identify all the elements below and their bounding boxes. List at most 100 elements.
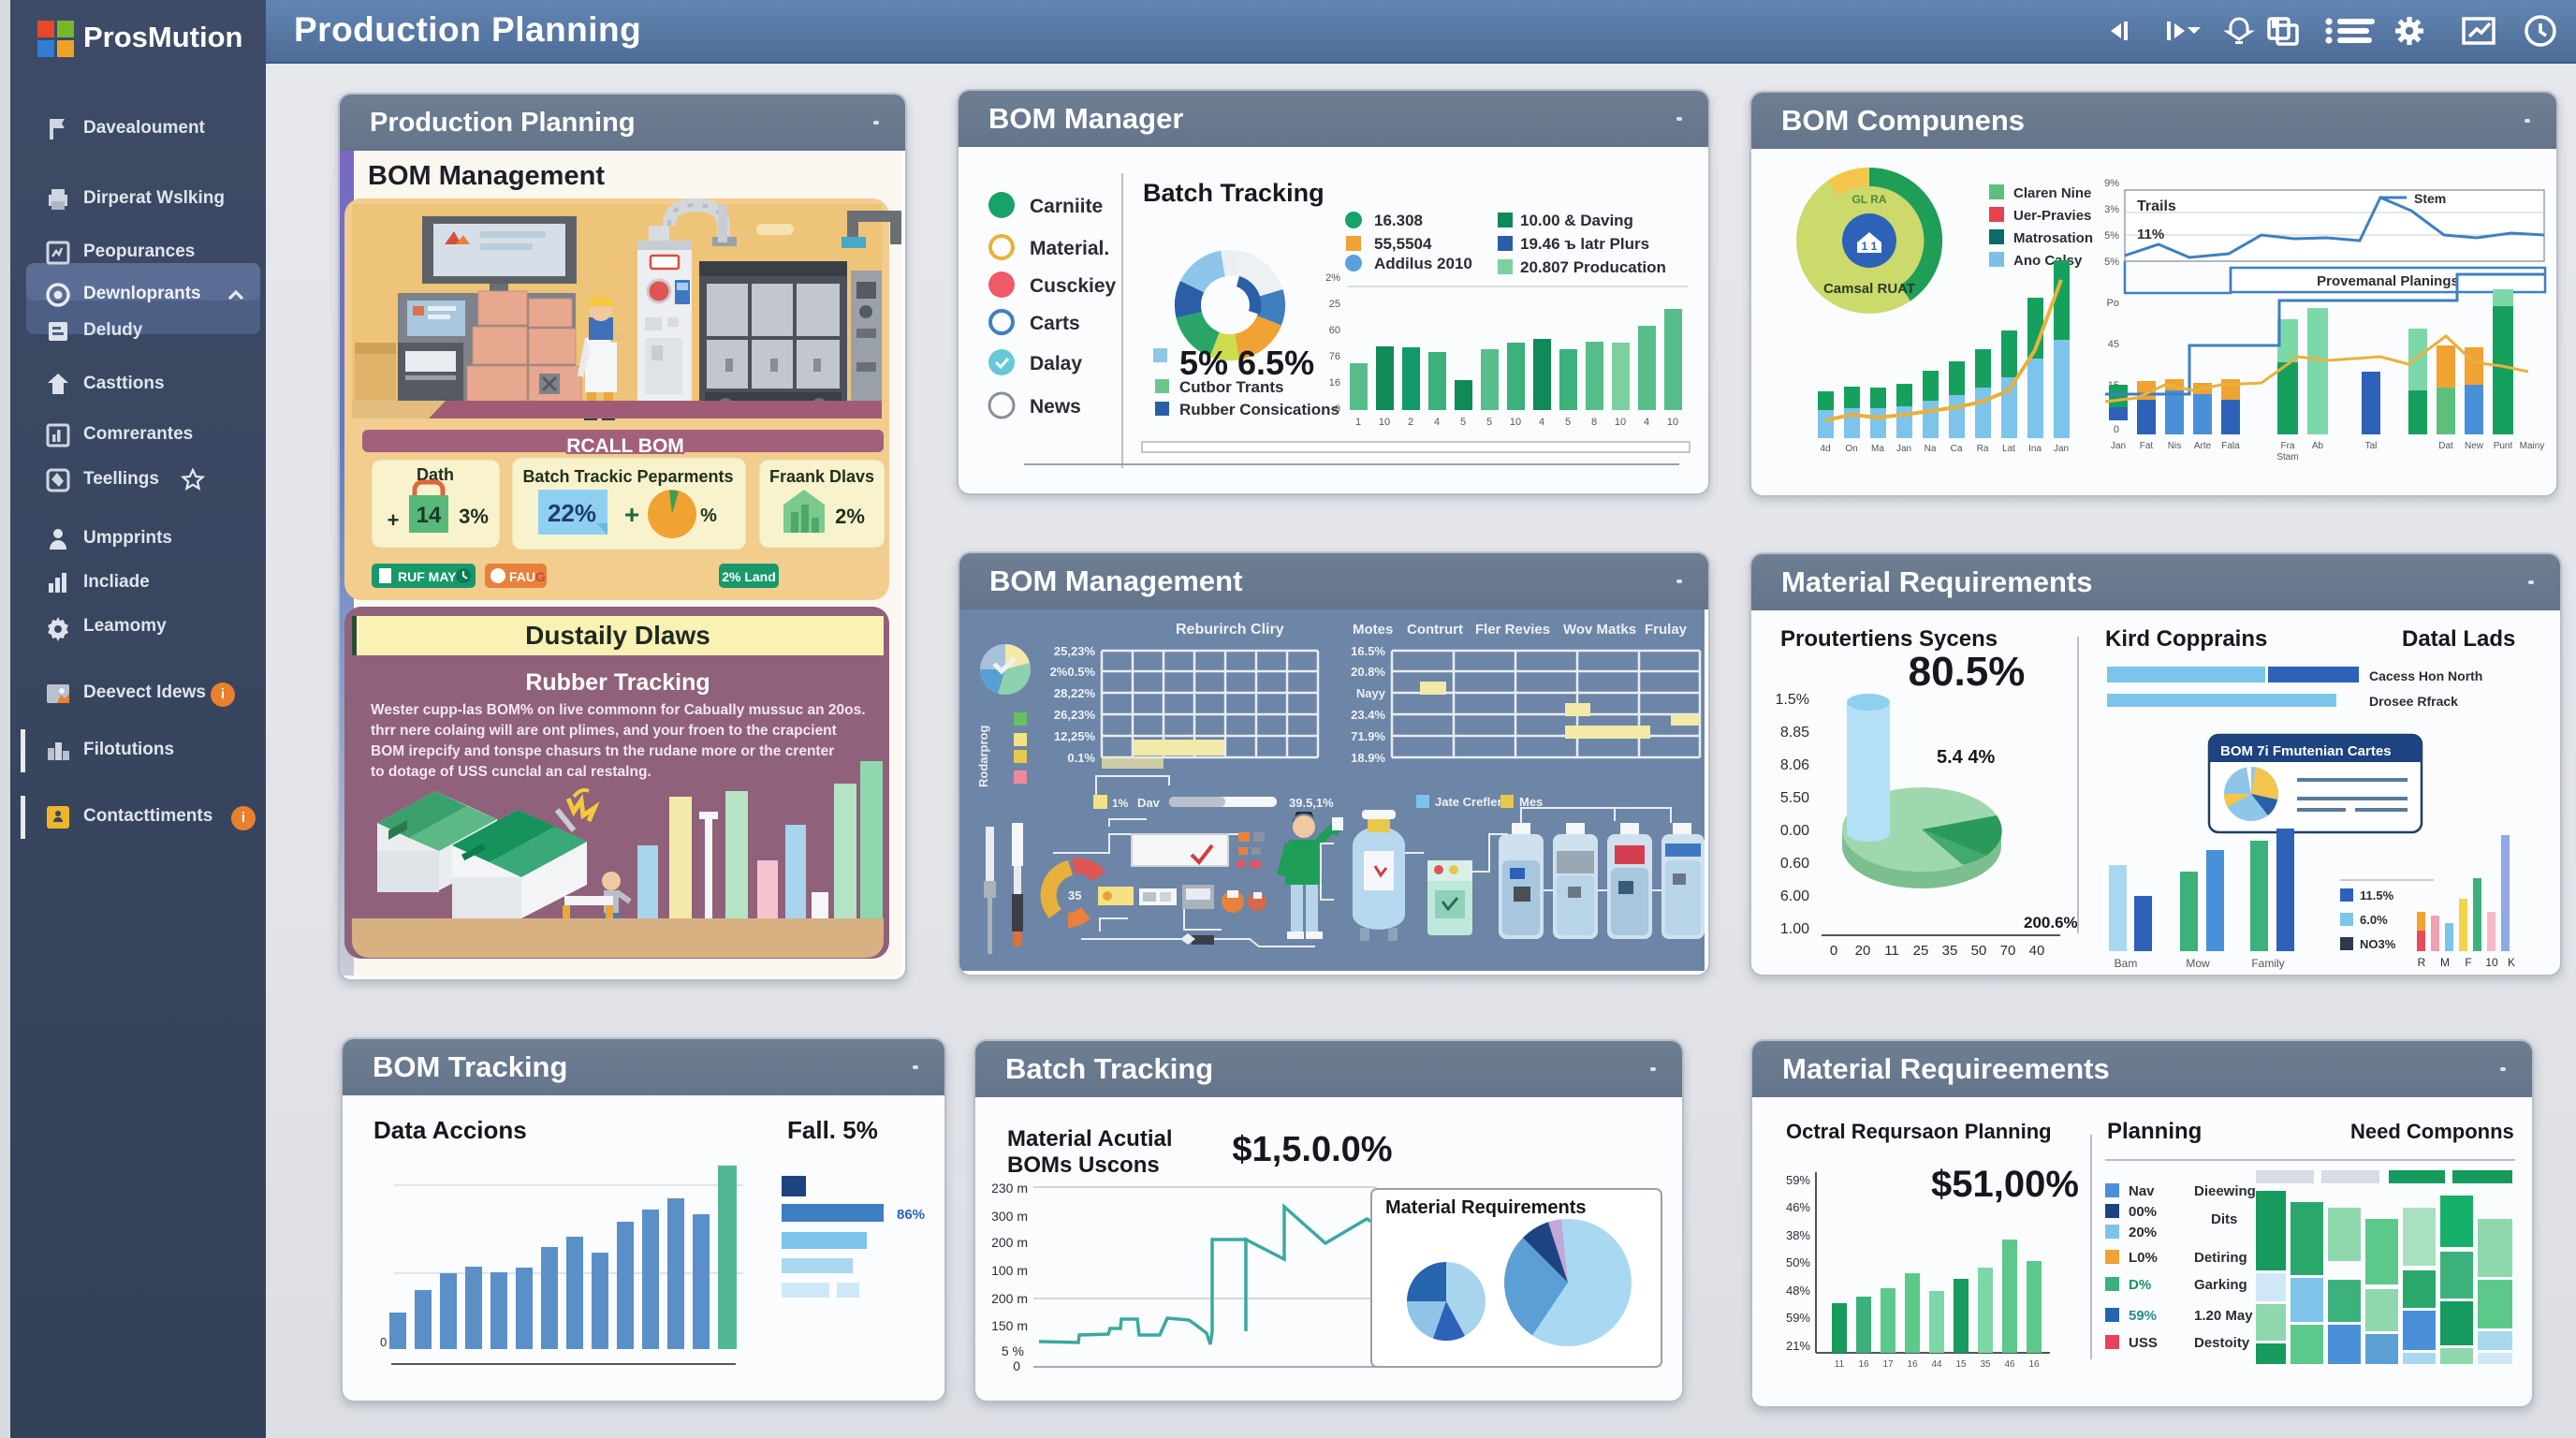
svg-text:16: 16: [1858, 1359, 1869, 1370]
svg-text:Dath: Dath: [417, 465, 454, 484]
svg-text:Drosee Rfrack: Drosee Rfrack: [2369, 694, 2458, 709]
svg-text:48%: 48%: [1786, 1284, 1810, 1298]
svg-text:0.00: 0.00: [1780, 823, 1809, 839]
svg-text:20: 20: [1855, 943, 1871, 959]
svg-text:Ano Calsy: Ano Calsy: [2013, 253, 2083, 269]
svg-text:Fall. 5%: Fall. 5%: [787, 1116, 878, 1144]
svg-text:Garking: Garking: [2194, 1277, 2247, 1293]
svg-text:Frulay: Frulay: [1645, 622, 1688, 638]
svg-text:Nis: Nis: [2168, 441, 2181, 451]
svg-text:10: 10: [1667, 417, 1678, 428]
svg-text:Rodarprog: Rodarprog: [976, 726, 990, 788]
svg-text:5: 5: [1460, 417, 1466, 428]
svg-text:+: +: [624, 500, 639, 529]
svg-text:2: 2: [1408, 417, 1413, 428]
svg-text:8: 8: [1591, 417, 1597, 428]
svg-text:Contrurt: Contrurt: [1407, 622, 1463, 638]
svg-text:Fra: Fra: [2281, 441, 2295, 451]
svg-text:BOMs Uscons: BOMs Uscons: [1007, 1152, 1160, 1178]
svg-text:11%: 11%: [2137, 227, 2164, 242]
svg-text:Family: Family: [2251, 957, 2284, 970]
svg-text:230 m: 230 m: [991, 1181, 1028, 1196]
svg-text:26,23%: 26,23%: [1054, 708, 1096, 722]
svg-text:10.00 & Daving: 10.00 & Daving: [1520, 212, 1633, 229]
svg-text:F: F: [2465, 956, 2471, 969]
svg-text:2% Land: 2% Land: [722, 569, 776, 584]
svg-text:1.5%: 1.5%: [1776, 692, 1809, 708]
svg-text:K: K: [2508, 956, 2515, 969]
svg-text:Dieewing: Dieewing: [2194, 1183, 2256, 1199]
svg-text:Punt: Punt: [2494, 441, 2513, 451]
svg-text:19.46 ъ latr Plurs: 19.46 ъ latr Plurs: [1520, 235, 1649, 253]
svg-text:Dustaily Dlaws: Dustaily Dlaws: [525, 621, 710, 650]
svg-text:New: New: [2465, 441, 2484, 451]
svg-text:1: 1: [1355, 417, 1361, 428]
svg-text:59%: 59%: [2129, 1308, 2157, 1324]
svg-text:20.807 Producation: 20.807 Producation: [1520, 258, 1666, 276]
svg-text:Wester cupp-las BOM% on live c: Wester cupp-las BOM% on live commonn for…: [371, 702, 866, 718]
svg-text:Batch Tracking: Batch Tracking: [1143, 179, 1325, 207]
svg-text:1.00: 1.00: [1780, 921, 1809, 937]
svg-text:8.06: 8.06: [1780, 757, 1809, 773]
svg-text:4: 4: [1434, 417, 1440, 428]
svg-text:Wov Matks: Wov Matks: [1563, 622, 1636, 638]
svg-text:Provemanal Planings: Provemanal Planings: [2317, 273, 2459, 289]
svg-text:Nayy: Nayy: [1356, 686, 1386, 700]
svg-text:0.1%: 0.1%: [1067, 751, 1095, 765]
svg-text:Dav: Dav: [1137, 796, 1161, 810]
svg-text:4: 4: [1644, 417, 1649, 428]
svg-text:Detiring: Detiring: [2194, 1250, 2247, 1266]
svg-text:RUF MAY: RUF MAY: [398, 569, 457, 584]
svg-text:46%: 46%: [1786, 1200, 1810, 1214]
svg-text:3%: 3%: [2104, 204, 2119, 215]
svg-text:2%0.5%: 2%0.5%: [1050, 665, 1096, 679]
svg-text:76: 76: [1329, 351, 1340, 362]
svg-text:70: 70: [2000, 943, 2016, 959]
svg-text:Fat: Fat: [2140, 441, 2154, 451]
svg-text:60: 60: [1329, 325, 1340, 336]
svg-text:3%: 3%: [459, 505, 489, 528]
svg-text:D%: D%: [2129, 1277, 2151, 1293]
svg-text:Ra: Ra: [1977, 444, 1989, 454]
svg-text:L0%: L0%: [2129, 1250, 2158, 1266]
svg-text:25: 25: [1329, 299, 1340, 310]
svg-text:Matrosation: Matrosation: [2013, 230, 2093, 246]
svg-text:20.8%: 20.8%: [1351, 665, 1385, 679]
svg-text:Stem: Stem: [2414, 191, 2446, 206]
svg-text:14: 14: [417, 503, 442, 528]
svg-text:45: 45: [2108, 339, 2119, 350]
svg-text:GL RA: GL RA: [1852, 193, 1886, 206]
svg-text:0: 0: [1830, 943, 1837, 959]
svg-text:Mow: Mow: [2186, 957, 2210, 970]
svg-text:Carniite: Carniite: [1030, 196, 1103, 217]
svg-text:Addilus 2010: Addilus 2010: [1374, 255, 1472, 272]
svg-text:2%: 2%: [1325, 272, 1340, 284]
svg-text:Mes: Mes: [1519, 795, 1543, 809]
svg-text:Octral Reqursaon Planning: Octral Reqursaon Planning: [1786, 1120, 2052, 1143]
svg-text:4: 4: [1539, 417, 1544, 428]
svg-text:0: 0: [1013, 1358, 1020, 1373]
svg-text:10: 10: [1510, 417, 1521, 428]
svg-text:5%: 5%: [2104, 230, 2119, 242]
svg-text:R: R: [2418, 956, 2426, 969]
svg-text:M: M: [2440, 956, 2450, 969]
svg-text:RCALL BOM: RCALL BOM: [566, 435, 684, 457]
svg-text:25,23%: 25,23%: [1054, 644, 1096, 658]
svg-text:16: 16: [1907, 1359, 1918, 1370]
svg-text:59%: 59%: [1786, 1311, 1810, 1325]
svg-text:Camsal RUAT: Camsal RUAT: [1823, 281, 1915, 297]
svg-text:Dits: Dits: [2211, 1211, 2237, 1227]
svg-text:Material Acutial: Material Acutial: [1007, 1126, 1173, 1152]
svg-text:0.60: 0.60: [1780, 856, 1809, 872]
svg-text:50: 50: [1971, 943, 1987, 959]
svg-text:0: 0: [1335, 404, 1340, 415]
svg-text:Dat: Dat: [2438, 441, 2453, 451]
svg-text:Cutbor Trants: Cutbor Trants: [1179, 378, 1283, 396]
svg-text:50%: 50%: [1786, 1255, 1810, 1269]
svg-text:44: 44: [1931, 1359, 1942, 1370]
svg-text:Cacess Hon North: Cacess Hon North: [2369, 668, 2482, 683]
svg-text:BOM 7і Fmutenian Cartes: BOM 7і Fmutenian Cartes: [2220, 743, 2392, 759]
svg-text:22%: 22%: [548, 499, 596, 527]
svg-text:FAUG: FAUG: [509, 569, 546, 584]
svg-text:Claren Nine: Claren Nine: [2013, 185, 2091, 201]
